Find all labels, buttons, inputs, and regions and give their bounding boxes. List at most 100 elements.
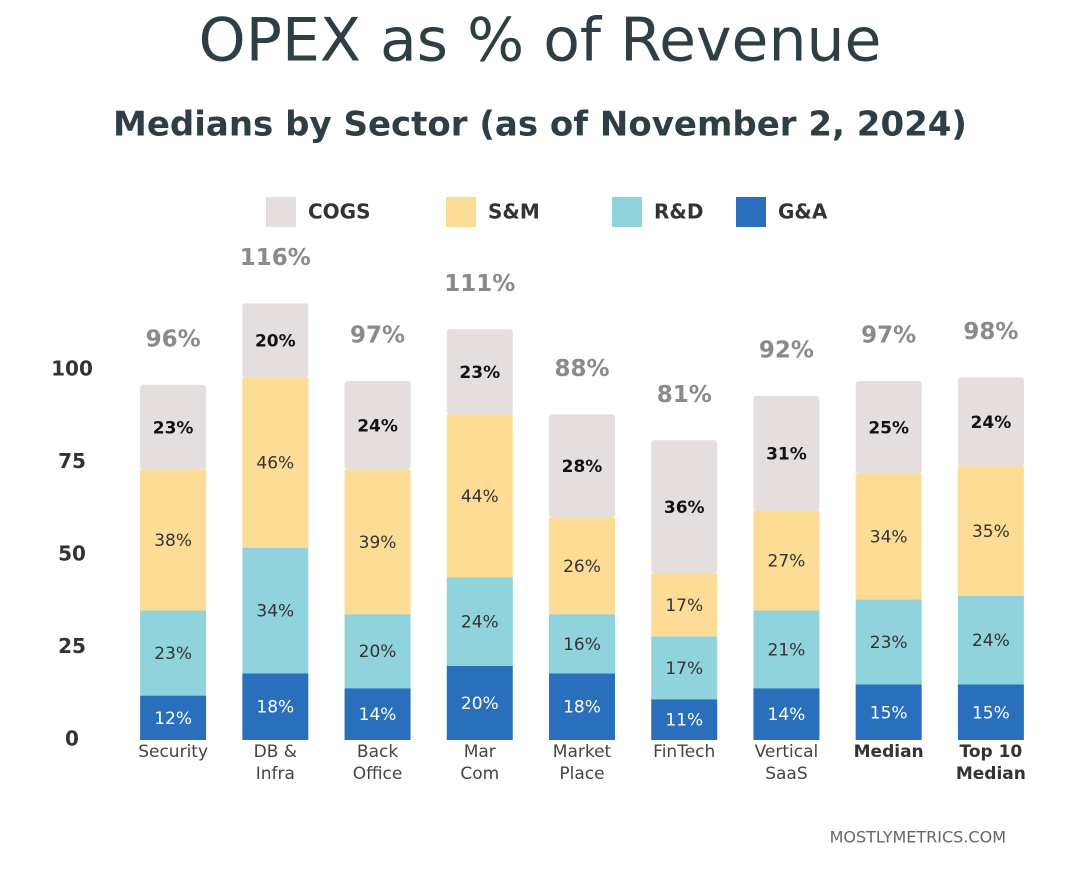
bar-segment [344,469,411,615]
source: MOSTLYMETRICS.COM [830,828,1006,847]
total-label: 97% [861,323,916,349]
data-label: 15% [972,703,1010,723]
data-label: 17% [665,596,703,616]
bar-segment [446,666,513,740]
y-tick-label: 25 [58,634,86,658]
data-label: 15% [870,703,908,723]
data-label: 35% [972,522,1010,542]
bar-segment [344,688,411,740]
y-tick-label: 75 [58,449,86,473]
chart-title: OPEX as % of Revenue [199,6,882,76]
total-label: 116% [240,245,311,271]
bar-segment [549,614,615,674]
bar-segment [753,510,820,611]
bar-segment [753,688,820,740]
bar-segment [549,518,615,615]
bar-segment [549,414,615,518]
data-label: 14% [768,705,806,725]
bar-segment [140,695,207,740]
bar-segment [651,573,718,637]
data-label: 23% [870,633,908,653]
x-tick-label: Back Office [352,742,403,784]
bar-segment [855,599,922,685]
bar-segment [344,381,411,470]
bar-segment [140,469,207,611]
total-label: 111% [444,271,515,297]
legend-label: S&M [488,200,540,224]
legend-swatch [266,197,296,227]
data-label: 21% [768,640,806,660]
data-label: 26% [563,557,601,577]
bar-segment [753,395,820,511]
bar-segment [855,684,922,740]
total-label: 92% [759,337,814,363]
data-label: 24% [972,631,1010,651]
total-label: 98% [963,319,1018,345]
bar-segment [957,684,1024,740]
data-label: 20% [359,642,397,662]
data-label: 20% [461,694,499,714]
total-label: 96% [146,326,201,352]
y-tick-label: 50 [58,542,86,566]
data-label: 39% [359,533,397,553]
bar-segment [549,673,615,740]
legend-swatch [612,197,642,227]
data-label: 18% [256,698,294,718]
legend-swatch [446,197,476,227]
bar-segment [140,610,207,696]
bar-segment [855,473,922,600]
bar-segment [855,381,922,474]
legend-label: G&A [778,200,828,224]
legend-swatch [736,197,766,227]
total-label: 88% [554,356,609,382]
data-label: 38% [154,531,192,551]
data-label: 20% [255,331,296,351]
y-tick-label: 100 [51,357,93,381]
data-label: 28% [562,457,603,477]
data-label: 36% [664,498,705,518]
data-label: 18% [563,698,601,718]
bar-segment [446,329,513,415]
data-label: 24% [357,417,398,437]
bar-segment [140,384,207,470]
data-label: 24% [461,613,499,633]
bar-segment [242,377,309,548]
data-label: 31% [766,444,807,464]
data-label: 46% [256,454,294,474]
bar-segment [446,577,513,666]
data-label: 12% [154,709,192,729]
legend-label: COGS [308,200,371,224]
bar-segment [957,466,1024,596]
bar-segment [446,414,513,578]
data-label: 23% [154,644,192,664]
data-label: 24% [971,413,1012,433]
data-label: 34% [870,528,908,548]
x-tick-label: DB & Infra [253,742,298,784]
data-label: 14% [359,705,397,725]
data-label: 23% [459,363,500,383]
data-label: 23% [153,418,194,438]
bar-segment [242,303,309,378]
total-label: 97% [350,323,405,349]
bar-segment [957,377,1024,467]
bar-segment [651,440,718,574]
bar-segment [242,673,309,740]
bar-segment [242,547,309,674]
data-label: 27% [768,552,806,572]
x-tick-label: Market Place [552,742,612,784]
legend-label: R&D [654,200,703,224]
data-label: 44% [461,487,499,507]
data-label: 11% [665,711,703,731]
bar-segment [651,636,718,700]
data-label: 34% [256,602,294,622]
y-tick-label: 0 [65,727,79,751]
bar-segment [957,595,1024,685]
x-tick-label: Top 10 Median [955,742,1026,784]
x-tick-label: Security [138,742,209,762]
x-tick-label: Vertical SaaS [754,742,819,784]
data-label: 17% [665,659,703,679]
bar-segment [753,610,820,689]
data-label: 16% [563,635,601,655]
